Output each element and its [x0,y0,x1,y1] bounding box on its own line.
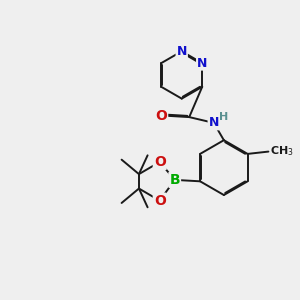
Text: N: N [208,116,219,129]
Text: B: B [169,173,180,187]
Text: N: N [197,57,207,70]
Text: O: O [154,155,166,169]
Text: CH$_3$: CH$_3$ [270,145,294,158]
Text: N: N [176,45,187,58]
Text: O: O [154,194,166,208]
Text: O: O [155,109,167,123]
Text: H: H [219,112,229,122]
